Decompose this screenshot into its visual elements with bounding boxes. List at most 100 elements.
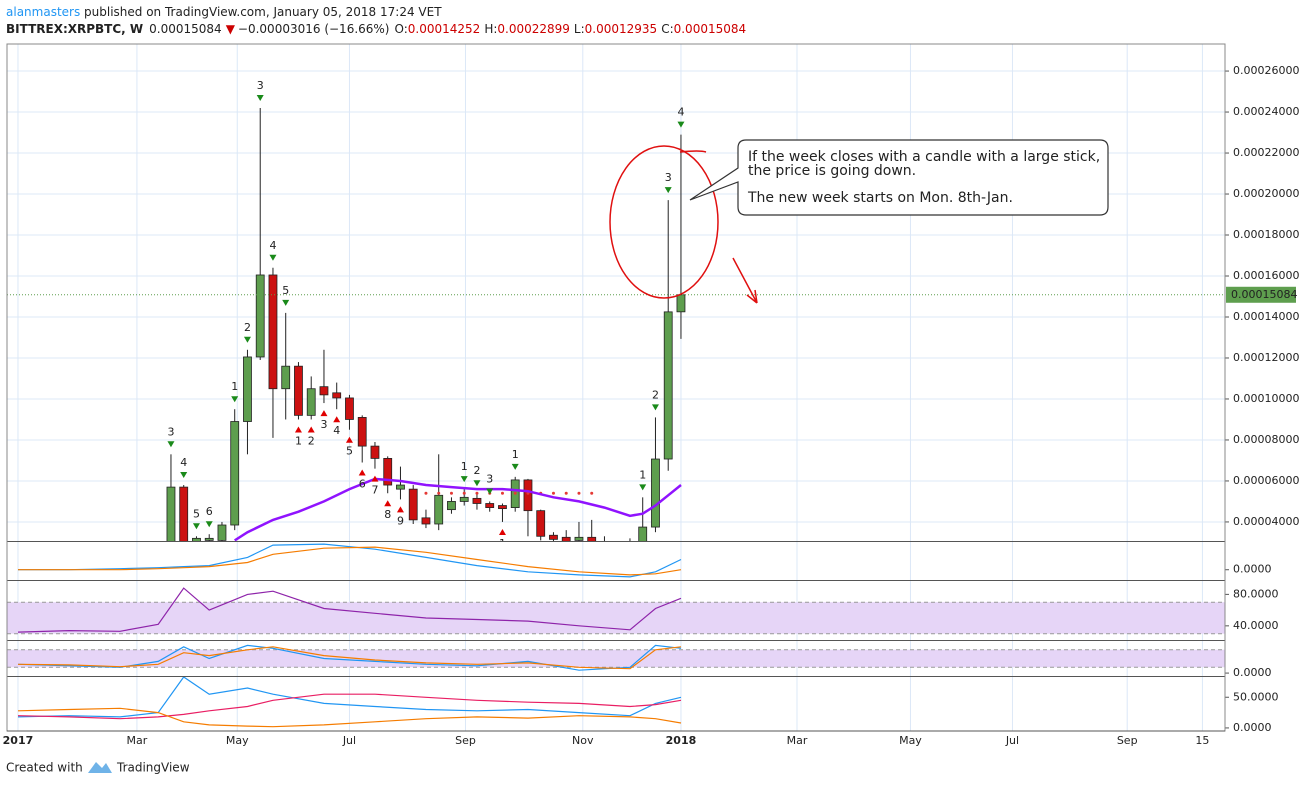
td-marker xyxy=(486,488,494,495)
published: published on TradingView.com, January 05… xyxy=(80,5,442,19)
symbol: BITTREX:XRPBTC, W xyxy=(6,22,143,36)
stop-dot xyxy=(513,491,517,495)
indicator-line xyxy=(18,543,682,578)
candle-body xyxy=(357,417,367,447)
stop-dot xyxy=(551,491,555,495)
candle-body xyxy=(676,294,686,313)
td-marker xyxy=(231,396,239,403)
td-marker xyxy=(180,472,188,479)
td-marker xyxy=(282,299,290,306)
candle-body xyxy=(447,501,456,511)
y-tick-label: 0.00004000 xyxy=(1233,515,1299,528)
td-label: 4 xyxy=(180,456,187,469)
candle-body xyxy=(549,534,558,540)
td-marker xyxy=(256,94,264,101)
candle-body xyxy=(651,458,660,528)
candle-body xyxy=(396,484,405,490)
td-label: 2 xyxy=(473,464,480,477)
candle-body xyxy=(587,536,597,541)
td-marker xyxy=(511,463,519,470)
l-value: 0.00012935 xyxy=(585,22,658,36)
candle-body xyxy=(166,486,176,541)
td-label: 9 xyxy=(397,514,404,527)
y-tick-label: 0.00026000 xyxy=(1233,64,1299,77)
td-label: 2 xyxy=(308,434,315,447)
y-tick-label: 0.00018000 xyxy=(1233,228,1299,241)
candle-body xyxy=(217,524,227,541)
candle-body xyxy=(179,486,189,541)
x-tick-label: 2018 xyxy=(666,734,697,747)
indicator-line xyxy=(18,546,682,576)
tradingview-logo xyxy=(88,762,112,773)
candle-body xyxy=(332,392,342,399)
change: −0.00003016 (−16.66%) xyxy=(238,22,390,36)
h-label: H: xyxy=(484,22,497,36)
td-marker xyxy=(498,528,506,535)
candle-body xyxy=(319,386,329,396)
indicator-line xyxy=(17,676,682,718)
candle-body xyxy=(408,488,418,521)
candle-body xyxy=(498,505,507,510)
candle-body xyxy=(561,536,571,541)
x-tick-label: Nov xyxy=(572,734,594,747)
y-tick-label: 0.00008000 xyxy=(1233,433,1299,446)
td-marker xyxy=(651,404,659,411)
td-marker xyxy=(307,426,315,433)
indicator-line xyxy=(17,644,682,671)
x-tick-label: Sep xyxy=(1117,734,1138,747)
hand-drawn-circle xyxy=(609,145,719,299)
td-label: 8 xyxy=(384,508,391,521)
candles: 345612345123112341234567891 xyxy=(166,79,686,550)
candle-body xyxy=(383,458,393,486)
candle-body xyxy=(345,397,354,420)
td-marker xyxy=(371,475,379,482)
candle-body xyxy=(434,494,444,525)
candle-body xyxy=(204,537,214,541)
td-label: 1 xyxy=(461,460,468,473)
td-label: 6 xyxy=(206,505,213,518)
y-tick-label: 0.0000 xyxy=(1233,721,1272,734)
td-label: 6 xyxy=(359,478,366,491)
y-tick-label: 50.0000 xyxy=(1233,690,1279,703)
indicator-line xyxy=(17,587,682,633)
td-marker xyxy=(294,426,302,433)
td-marker xyxy=(639,484,647,491)
stop-dot xyxy=(590,491,594,495)
y-tick-label: 0.0000 xyxy=(1233,563,1272,576)
candle-body xyxy=(192,537,201,541)
td-label: 3 xyxy=(167,425,174,438)
td-marker xyxy=(243,336,251,343)
td-label: 4 xyxy=(333,424,340,437)
h-value: 0.00022899 xyxy=(497,22,570,36)
x-tick-label: May xyxy=(226,734,249,747)
symbol-line: BITTREX:XRPBTC, W 0.00015084 ▼ −0.00003016 … xyxy=(6,22,746,36)
td-marker xyxy=(269,254,277,261)
moving-average xyxy=(234,477,682,541)
header-line: alanmasters published on TradingView.com… xyxy=(6,5,442,19)
td-label: 3 xyxy=(257,79,264,92)
x-tick-label: Mar xyxy=(787,734,808,747)
td-marker xyxy=(358,469,366,476)
callout-box xyxy=(689,139,1109,216)
stop-dot xyxy=(449,491,453,495)
y-tick-label: 0.00022000 xyxy=(1233,146,1299,159)
td-label: 3 xyxy=(320,418,327,431)
td-label: 4 xyxy=(677,106,684,119)
td-label: 1 xyxy=(639,468,646,481)
author[interactable]: alanmasters xyxy=(6,5,80,19)
td-label: 2 xyxy=(652,388,659,401)
y-tick-label: 80.0000 xyxy=(1233,587,1279,600)
footer-brand[interactable]: TradingView xyxy=(116,761,190,775)
td-label: 1 xyxy=(499,537,506,550)
indicator-line xyxy=(17,707,682,728)
l-label: L: xyxy=(574,22,585,36)
candle-body xyxy=(230,421,240,526)
td-label: 1 xyxy=(231,380,238,393)
td-marker xyxy=(345,436,353,443)
td-label: 3 xyxy=(665,171,672,184)
candle-body xyxy=(268,274,278,390)
x-tick-label: Jul xyxy=(1005,734,1019,747)
c-label: C: xyxy=(661,22,673,36)
td-label: 3 xyxy=(486,472,493,485)
